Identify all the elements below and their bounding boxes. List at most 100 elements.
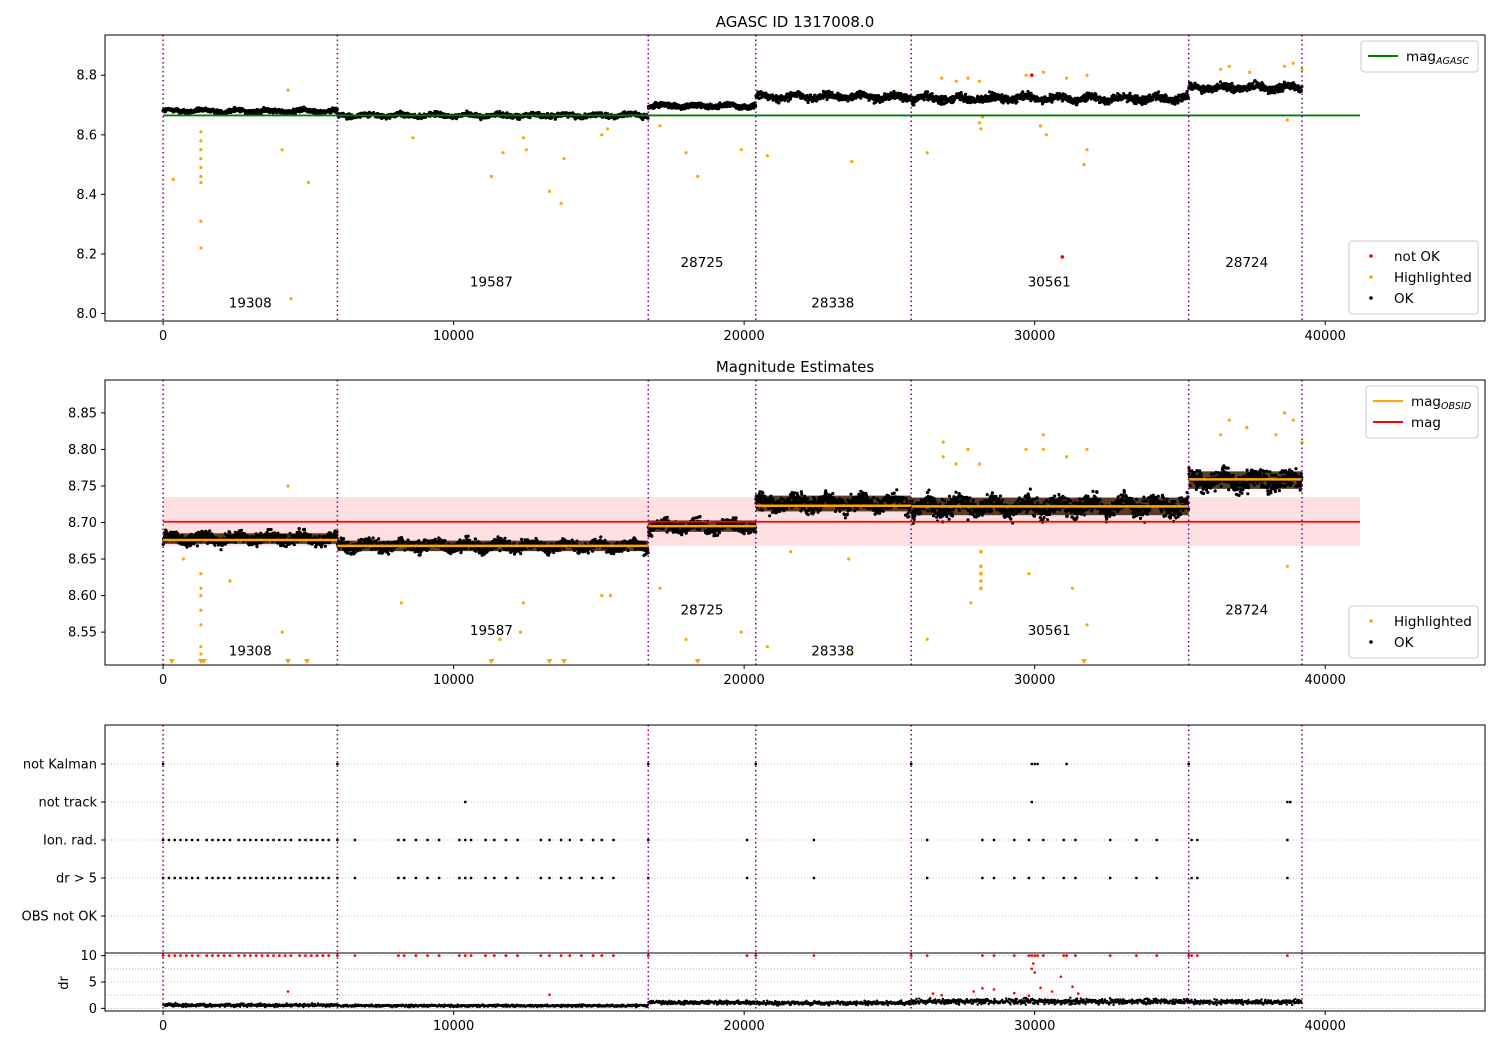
agasc-ok-point <box>517 117 522 121</box>
agasc-highlighted-point <box>1285 118 1289 122</box>
agasc-legend-label: mag <box>1406 49 1436 65</box>
estimates-ok-point <box>210 532 214 536</box>
estimates-ok-point <box>476 540 480 544</box>
agasc-highlighted-point <box>966 76 970 80</box>
estimates-ok-point <box>424 538 428 542</box>
estimates-ok-point <box>443 539 447 543</box>
estimates-ok-point <box>309 533 313 537</box>
agasc-highlighted-point <box>1291 61 1295 65</box>
estimates-ok-point <box>255 545 259 549</box>
agasc-highlighted-point <box>940 76 944 80</box>
agasc-highlighted-point <box>199 166 203 170</box>
agasc-highlighted-point <box>1065 76 1069 80</box>
agasc-ok-point <box>1157 90 1161 94</box>
agasc-ok-point <box>1128 91 1132 95</box>
agasc-xtick-label: 20000 <box>723 329 764 344</box>
agasc-legend-label: not OK <box>1394 249 1441 265</box>
estimates-ok-point <box>418 553 422 557</box>
agasc-highlighted-point <box>411 136 415 140</box>
estimates-ok-point <box>378 541 382 545</box>
agasc-ytick-label: 8.6 <box>76 128 97 143</box>
agasc-highlighted-point <box>684 151 688 155</box>
agasc-highlighted-point <box>1085 73 1089 77</box>
agasc-obsid-label: 30561 <box>1028 275 1071 291</box>
agasc-ok-point <box>1050 100 1054 104</box>
agasc-obsid-label: 28338 <box>811 296 854 312</box>
agasc-highlighted-point <box>199 157 203 161</box>
agasc-legend-dot-marker <box>1369 296 1373 300</box>
agasc-highlighted-point <box>199 130 203 134</box>
agasc-highlighted-point <box>1219 67 1223 71</box>
estimates-ok-point <box>498 549 502 553</box>
agasc-highlighted-point <box>199 174 203 179</box>
estimates-ok-point <box>503 536 507 541</box>
agasc-not-ok-point <box>1030 73 1034 77</box>
estimates-ok-point <box>219 548 223 552</box>
agasc-highlighted-point <box>1024 73 1028 77</box>
agasc-highlighted-point <box>1041 70 1045 74</box>
estimates-ok-point <box>473 537 477 541</box>
agasc-highlighted-point <box>1282 64 1287 68</box>
agasc-ok-point <box>964 92 968 96</box>
agasc-highlighted-point <box>1038 124 1043 128</box>
estimates-ok-point <box>358 548 363 552</box>
agasc-highlighted-point <box>1227 64 1231 68</box>
agasc-ytick-label: 8.4 <box>76 188 97 203</box>
estimates-ok-point <box>246 535 250 539</box>
agasc-highlighted-point <box>199 180 203 185</box>
agasc-highlighted-point <box>977 79 982 83</box>
estimates-ok-point <box>353 551 357 555</box>
agasc-highlighted-point <box>199 148 203 152</box>
agasc-ok-point <box>777 101 781 105</box>
estimates-ok-point <box>464 546 468 551</box>
estimates-ok-point <box>176 532 180 536</box>
agasc-ytick-label: 8.0 <box>76 307 97 322</box>
agasc-xtick-label: 0 <box>159 329 167 344</box>
agasc-highlighted-point <box>977 121 982 125</box>
agasc-not-ok-point <box>1060 255 1065 259</box>
estimates-ok-point <box>499 536 503 541</box>
agasc-obsid-label: 28724 <box>1225 255 1268 271</box>
agasc-ok-point <box>806 100 810 105</box>
estimates-ok-point <box>284 534 288 538</box>
agasc-obsid-label: 19308 <box>229 296 272 312</box>
estimates-ok-point <box>213 543 217 547</box>
agasc-highlighted-point <box>765 154 770 158</box>
agasc-ok-point <box>912 103 916 107</box>
agasc-highlighted-point <box>547 189 552 193</box>
agasc-ok-point <box>1164 94 1168 98</box>
estimates-ok-point <box>369 547 374 551</box>
agasc-xtick-label: 10000 <box>433 329 474 344</box>
estimates-ok-point <box>323 544 327 548</box>
estimates-ok-point <box>208 529 212 533</box>
estimates-ok-point <box>228 530 232 535</box>
agasc-ok-point <box>1159 99 1163 103</box>
agasc-highlighted-point <box>1300 67 1304 71</box>
agasc-xtick-label: 30000 <box>1014 329 1055 344</box>
agasc-legend-entry: OK <box>1394 291 1415 307</box>
agasc-ytick-label: 8.8 <box>76 69 97 84</box>
agasc-highlighted-point <box>199 246 203 250</box>
estimates-ok-point <box>346 540 350 544</box>
estimates-ok-point <box>387 552 391 556</box>
agasc-highlighted-point <box>171 177 175 182</box>
agasc-ok-point <box>1015 100 1019 104</box>
estimates-ok-point <box>239 528 244 532</box>
agasc-highlighted-point <box>600 133 604 137</box>
agasc-highlighted-point <box>280 148 284 152</box>
agasc-legend-dot-marker <box>1369 254 1373 258</box>
agasc-highlighted-point <box>1082 163 1086 167</box>
agasc-highlighted-point <box>521 136 526 140</box>
agasc-obsid-label: 19587 <box>470 275 513 291</box>
agasc-ytick-label: 8.2 <box>76 247 97 262</box>
agasc-legend-dot-marker <box>1369 275 1373 279</box>
agasc-highlighted-point <box>696 174 700 179</box>
estimates-ok-point <box>406 538 410 542</box>
estimates-ok-point <box>297 527 301 531</box>
estimates-ok-point <box>342 537 346 541</box>
estimates-ok-point <box>403 548 407 552</box>
estimates-ok-point <box>273 531 277 535</box>
agasc-highlighted-point <box>524 148 528 152</box>
